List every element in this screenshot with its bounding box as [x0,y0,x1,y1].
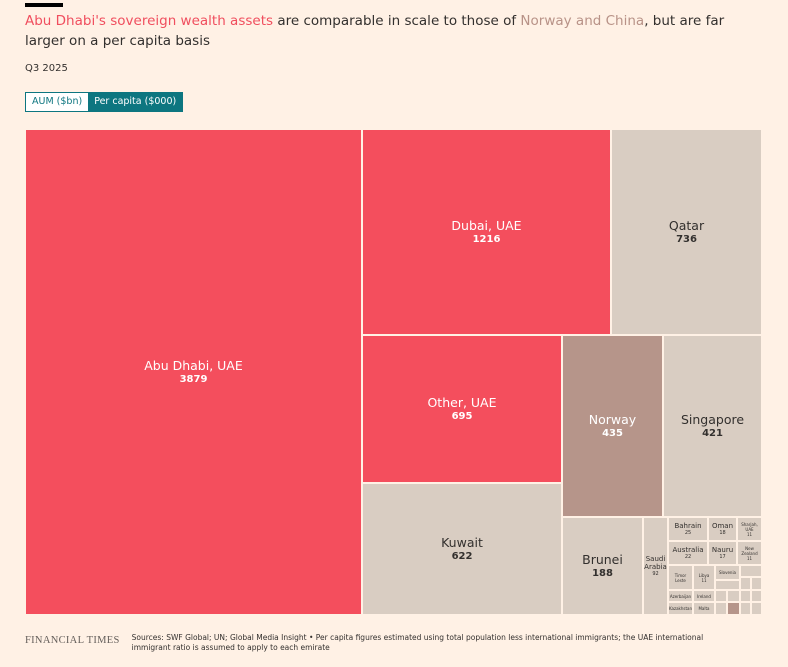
tile-value: 421 [702,428,723,439]
treemap-tile[interactable]: Singapore 421 [663,335,762,517]
treemap-tile[interactable]: New Zealand 11 [737,541,762,565]
sources-note: Sources: SWF Global; UN; Global Media In… [131,633,704,652]
tile-value: 92 [652,570,659,577]
tile-label: Timor Leste [674,572,687,583]
footer: FINANCIAL TIMES Sources: SWF Global; UN;… [25,633,742,653]
treemap-tile[interactable]: Abu Dhabi, UAE 3879 [25,129,362,615]
tile-value: 18 [719,529,726,536]
tile-label: Norway [588,412,637,427]
tile-label: Kuwait [441,535,483,550]
treemap-tile-small[interactable] [740,590,751,602]
tile-label: Singapore [680,412,745,427]
treemap: Abu Dhabi, UAE 3879 Dubai, UAE 1216 Qatar 736… [25,129,762,615]
treemap-tile[interactable]: Oman 18 [708,517,737,541]
treemap-tile[interactable]: Brunei 188 [562,517,643,615]
treemap-tile[interactable]: Saudi Arabia 92 [643,517,668,615]
tile-label: Australia [672,545,704,554]
tile-value: 1216 [472,234,501,245]
tile-label: Bahrain [674,521,702,530]
tile-value: 3879 [179,374,208,385]
toggle-per-capita[interactable]: Per capita ($000) [88,93,183,111]
treemap-tile[interactable]: Ireland [693,590,715,602]
tile-label: Other, UAE [427,395,497,410]
tile-value: 188 [592,568,613,579]
tile-label: Slovenia [718,570,737,575]
tile-label: Sharjah, UAE [741,521,758,532]
treemap-tile[interactable]: Sharjah, UAE 11 [737,517,762,541]
treemap-tile-small[interactable] [727,602,740,615]
treemap-tile-small[interactable] [751,577,762,590]
treemap-tile-small[interactable] [740,602,751,615]
treemap-tile[interactable]: Qatar 736 [611,129,762,335]
treemap-tile[interactable]: Azerbaijan [668,590,693,602]
tile-value: 11 [701,577,707,583]
tile-label: Azerbaijan [669,593,692,599]
tile-value: 11 [746,555,753,561]
treemap-tile[interactable]: Nauru 17 [708,541,737,565]
tile-label: Saudi Arabia [644,554,667,571]
treemap-tile[interactable]: Kuwait 622 [362,483,562,615]
tile-label: Malta [698,606,710,611]
treemap-tile-small[interactable] [727,590,740,602]
treemap-tile-small[interactable] [740,577,751,590]
tile-value: 736 [676,234,697,245]
treemap-tile-small[interactable] [751,590,762,602]
treemap-tile[interactable]: Kazakhstan [668,602,693,615]
treemap-tile[interactable]: Libya 11 [693,565,715,590]
treemap-tile-small[interactable] [740,565,762,577]
treemap-tile[interactable]: Australia 22 [668,541,708,565]
treemap-tile[interactable]: Slovenia [715,565,740,580]
top-rule [25,3,63,7]
tile-value: 17 [719,553,726,560]
tile-value: 695 [451,411,473,422]
treemap-tile-small[interactable] [715,590,727,602]
treemap-tile[interactable]: Timor Leste [668,565,693,590]
tile-value: 622 [451,551,473,562]
treemap-tile[interactable]: Bahrain 25 [668,517,708,541]
tile-label: New Zealand [741,545,758,556]
treemap-tile-small[interactable] [715,580,740,590]
tile-label: Ireland [697,593,711,599]
chart-subtitle: Q3 2025 [25,63,68,74]
tile-label: Abu Dhabi, UAE [144,358,243,373]
tile-label: Brunei [582,552,623,567]
tile-value: 11 [746,531,753,537]
chart-title: Abu Dhabi's sovereign wealth assets are … [25,13,725,49]
treemap-tile-small[interactable] [715,602,727,615]
tile-label: Kazakhstan [668,606,693,611]
treemap-tile[interactable]: Norway 435 [562,335,663,517]
treemap-tile[interactable]: Other, UAE 695 [362,335,562,483]
treemap-tile[interactable]: Dubai, UAE 1216 [362,129,611,335]
tile-value: 22 [684,553,692,560]
tile-label: Oman [711,521,734,530]
tile-value: 435 [602,428,623,439]
tile-label: Dubai, UAE [451,218,522,233]
treemap-tile-small[interactable] [751,602,762,615]
treemap-tile[interactable]: Malta [693,602,715,615]
ft-logo: FINANCIAL TIMES [25,635,120,646]
metric-toggle[interactable]: AUM ($bn) Per capita ($000) [25,92,184,112]
tile-label: Libya [698,572,710,578]
tile-label: Qatar [668,218,705,233]
toggle-aum[interactable]: AUM ($bn) [26,93,89,111]
tile-value: 25 [684,529,692,536]
tile-label: Nauru [711,545,734,554]
